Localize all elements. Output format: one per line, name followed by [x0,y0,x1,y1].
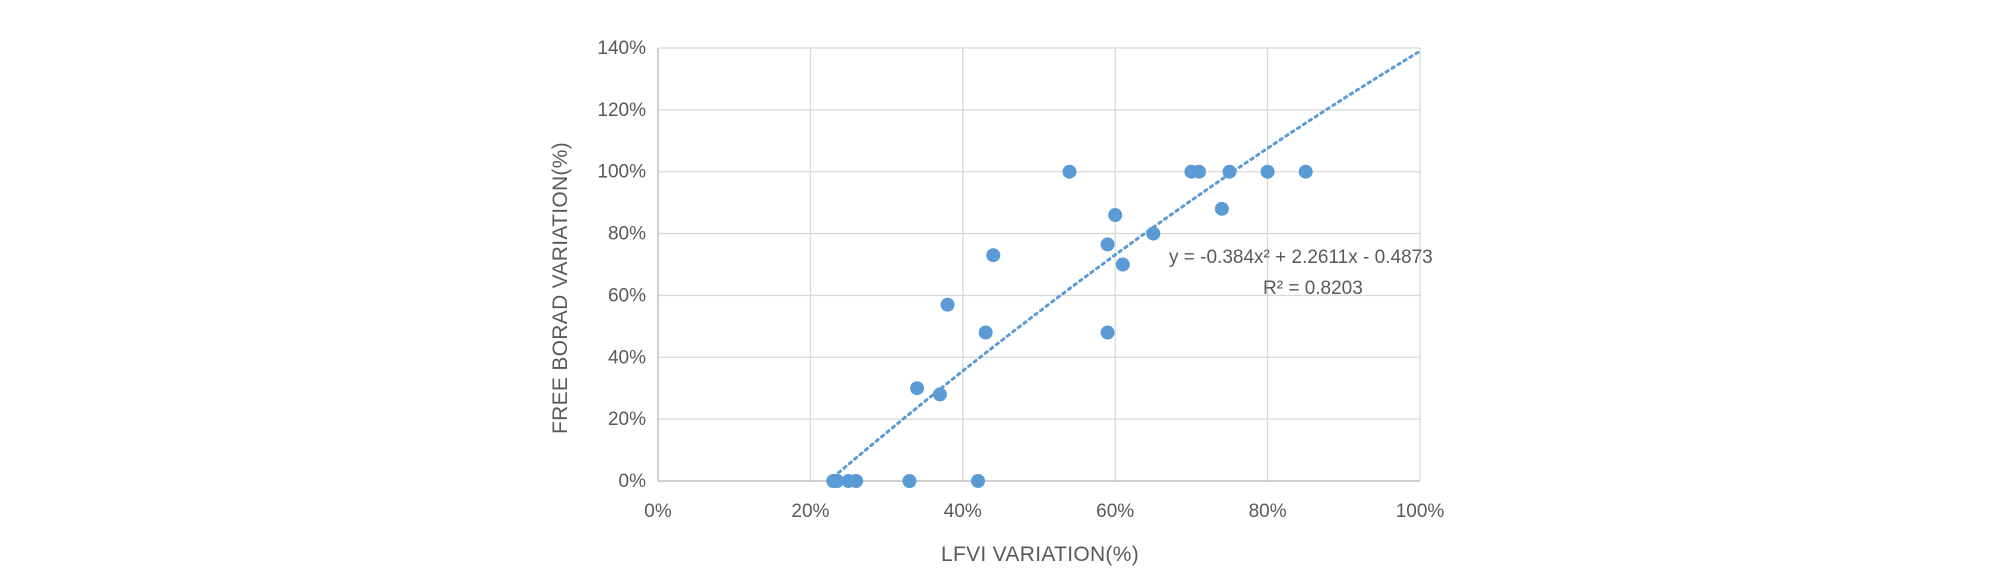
trendline [831,49,1422,479]
data-point [1062,164,1077,179]
data-point [1222,164,1237,179]
x-tick-label: 20% [791,501,829,522]
tick-labels: 0% 20% 40% 60% 80% 100% 120% 140% 0% 20% 40% 60% 80%… [597,38,1444,522]
data-point [902,474,917,488]
y-tick-label: 20% [608,409,646,430]
x-tick-label: 60% [1096,501,1134,522]
x-tick-label: 100% [1396,501,1445,522]
data-point [940,297,955,312]
data-point [1298,164,1313,179]
y-tick-label: 120% [597,100,646,121]
data-point [1100,325,1115,340]
x-axis-title: LFVI VARIATION(%) [941,543,1139,566]
y-tick-label: 80% [608,224,646,245]
y-tick-label: 140% [597,38,646,59]
data-point [849,474,864,488]
trendline-equation: y = -0.384x² + 2.2611x - 0.4873 [1169,247,1433,268]
data-point [1260,164,1275,179]
grid [658,47,1421,481]
data-point [1115,257,1130,272]
axes [657,48,1420,482]
data-point [910,381,925,396]
y-axis-title: FREE BORAD VARIATION(%) [549,142,572,434]
data-point [1100,237,1115,252]
data-point [1214,201,1229,216]
y-tick-label: 0% [619,471,647,492]
x-tick-label: 0% [644,501,672,522]
data-point [971,474,986,488]
x-tick-label: 80% [1249,501,1287,522]
y-tick-label: 100% [597,162,646,183]
data-point [986,248,1001,263]
x-tick-label: 40% [944,501,982,522]
data-points [826,164,1313,488]
y-tick-label: 40% [608,347,646,368]
data-point [1146,226,1161,241]
data-point [932,387,947,402]
data-point [1192,164,1207,179]
data-point [830,474,845,488]
data-point [978,325,993,340]
data-point [1108,208,1123,223]
trendline-r2: R² = 0.8203 [1263,278,1363,299]
y-tick-label: 60% [608,285,646,306]
